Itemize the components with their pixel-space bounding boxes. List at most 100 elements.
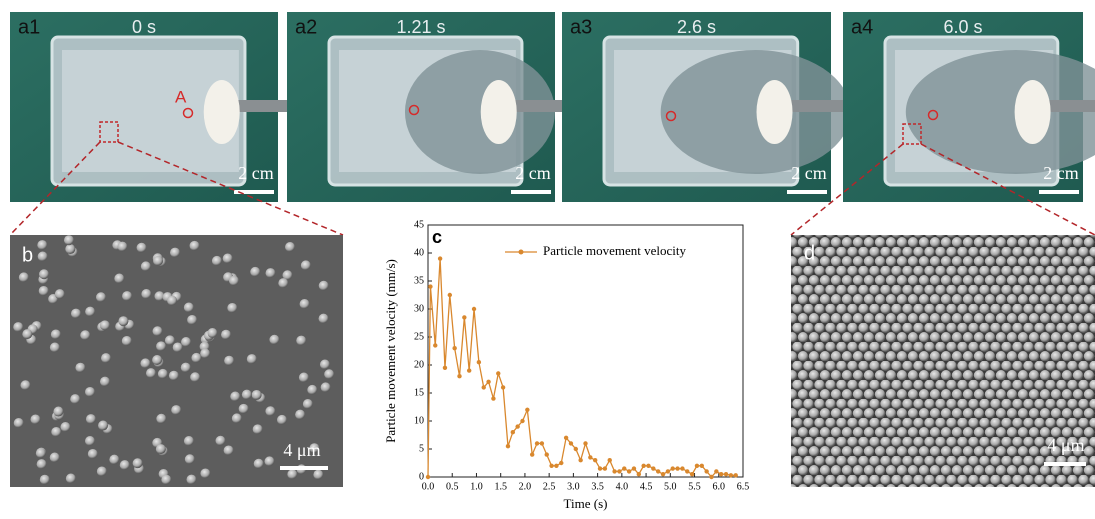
particle <box>253 424 263 434</box>
x-axis-label: Time (s) <box>564 496 608 511</box>
scale-bar <box>280 466 328 470</box>
data-point <box>486 380 490 384</box>
particle <box>140 358 150 368</box>
particle <box>141 261 151 271</box>
sponge <box>481 80 517 144</box>
data-point <box>627 469 631 473</box>
particle <box>181 337 191 347</box>
particle <box>227 303 237 313</box>
particle <box>98 421 108 431</box>
particle <box>100 320 110 330</box>
particle <box>118 316 128 326</box>
data-point <box>661 472 665 476</box>
particle <box>250 267 260 277</box>
particle <box>97 466 107 476</box>
particle <box>109 455 119 465</box>
particle <box>277 415 287 425</box>
data-point <box>709 475 713 479</box>
data-point <box>433 343 437 347</box>
sem-image: d4 μm <box>791 235 1095 487</box>
particle <box>230 392 240 402</box>
particle <box>190 372 200 382</box>
particle <box>207 328 217 338</box>
data-point <box>724 472 728 476</box>
particle <box>117 242 127 252</box>
x-tick-label: 1.5 <box>494 481 507 492</box>
particle <box>51 427 61 437</box>
particle <box>86 414 96 424</box>
data-point <box>540 441 544 445</box>
data-point <box>637 472 641 476</box>
data-point <box>457 374 461 378</box>
particle <box>38 252 48 262</box>
plot-frame <box>428 225 743 477</box>
particle <box>156 444 166 454</box>
sem-label: b <box>22 244 33 266</box>
scale-bar <box>1044 462 1086 466</box>
data-point <box>685 469 689 473</box>
particle <box>212 256 222 266</box>
data-point <box>530 452 534 456</box>
sponge <box>204 80 240 144</box>
y-tick-label: 5 <box>419 443 424 454</box>
data-point <box>564 436 568 440</box>
data-point <box>574 447 578 451</box>
time-label: 6.0 s <box>943 17 982 37</box>
photo-panel: a32.6 s2 cm <box>562 12 853 202</box>
particle <box>299 373 309 383</box>
particle <box>173 342 183 352</box>
particle <box>96 292 106 302</box>
particle <box>60 422 70 432</box>
particle <box>39 269 49 279</box>
data-point <box>491 396 495 400</box>
data-point <box>680 466 684 470</box>
data-point <box>608 458 612 462</box>
particle <box>324 369 334 379</box>
data-point <box>511 430 515 434</box>
y-tick-label: 35 <box>414 275 424 286</box>
data-point <box>666 469 670 473</box>
x-tick-label: 4.0 <box>616 481 629 492</box>
time-label: 2.6 s <box>677 17 716 37</box>
data-point <box>482 385 486 389</box>
time-label: 1.21 s <box>396 17 445 37</box>
particle <box>191 353 201 363</box>
panel-label: a2 <box>295 16 317 38</box>
data-point <box>646 464 650 468</box>
data-point <box>714 469 718 473</box>
particle <box>114 274 124 284</box>
particle <box>20 380 30 390</box>
data-point <box>719 472 723 476</box>
particle <box>122 336 132 346</box>
particle <box>265 456 275 466</box>
data-point <box>598 466 602 470</box>
particle <box>156 414 166 424</box>
particle <box>156 341 166 351</box>
y-tick-label: 10 <box>414 415 424 426</box>
particle <box>170 248 180 258</box>
data-point <box>690 472 694 476</box>
scale-text: 2 cm <box>238 163 274 183</box>
data-point <box>734 473 738 477</box>
particle <box>247 354 257 364</box>
scale-bar <box>787 190 827 194</box>
particle <box>88 449 98 459</box>
particle <box>187 475 197 485</box>
panel-label: a3 <box>570 16 592 38</box>
x-tick-label: 0.0 <box>422 481 435 492</box>
particle <box>254 459 264 469</box>
x-tick-label: 5.5 <box>688 481 701 492</box>
particle <box>252 390 262 400</box>
scale-text: 2 cm <box>1043 163 1079 183</box>
legend-marker <box>519 250 524 255</box>
data-point <box>472 307 476 311</box>
particle <box>65 244 75 254</box>
particle <box>171 405 181 415</box>
particle <box>85 307 95 317</box>
particle <box>153 256 163 266</box>
particle <box>40 475 50 485</box>
particle <box>285 242 295 252</box>
particle <box>296 336 306 346</box>
particle <box>265 406 275 416</box>
y-axis-label: Particle movement velocity (mm/s) <box>383 259 398 443</box>
